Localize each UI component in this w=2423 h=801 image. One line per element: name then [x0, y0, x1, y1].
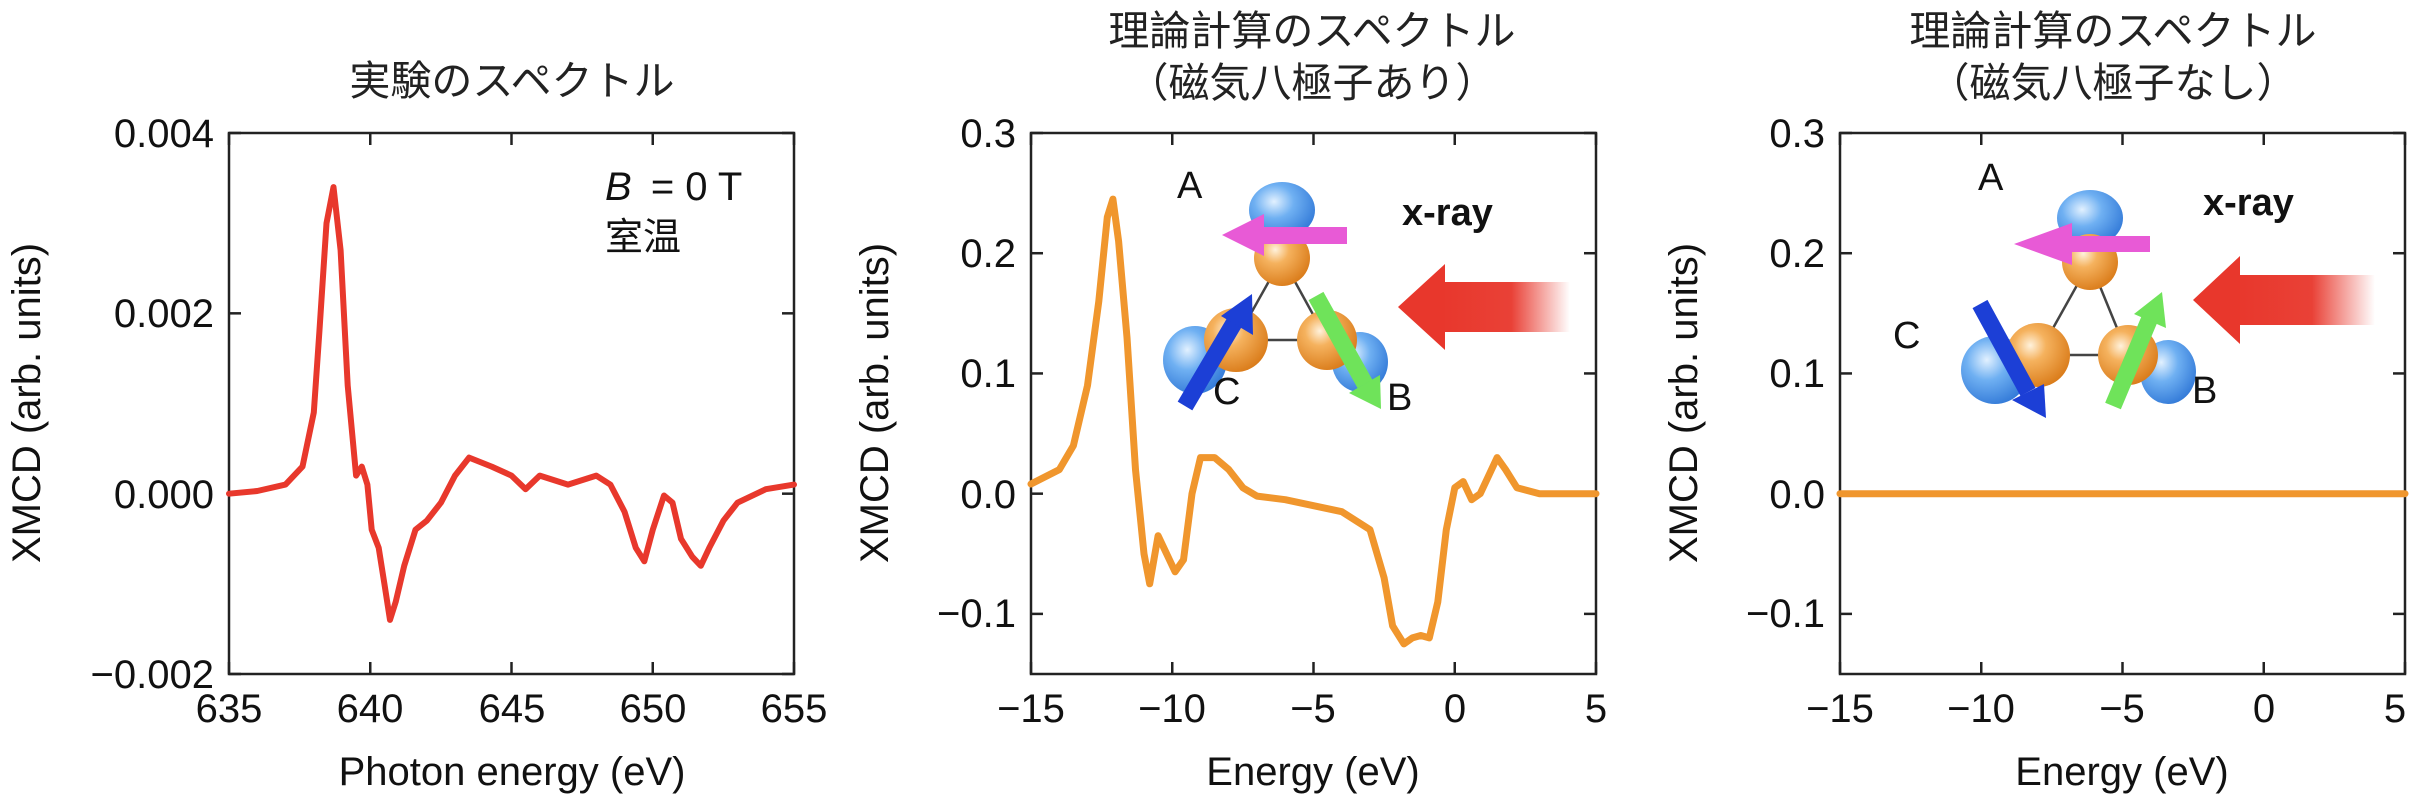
temperature-annotation: 室温 — [605, 215, 681, 259]
panel2-xtick-label-0: −15 — [997, 687, 1065, 731]
lobe-a-top — [1249, 182, 1315, 238]
panel2-xtick-label-2: −5 — [1290, 687, 1336, 731]
panel2-ytick-label-0: −0.1 — [937, 592, 1016, 636]
panel2-ytick-label-3: 0.2 — [960, 232, 1016, 276]
spin-arrow-icon — [1972, 299, 2046, 418]
panel2-title-line2: （磁気八極子あり） — [1128, 59, 1497, 107]
panel3-xtick-label-1: −10 — [1947, 687, 2015, 731]
spin-arrow-icon — [1308, 291, 1381, 409]
panel2-xtick-label-1: −10 — [1138, 687, 1206, 731]
panel2-ticks — [1029, 131, 1598, 674]
panel2-xlabel: Energy (eV) — [1206, 750, 1419, 794]
magnetic-octupole-cluster-icon: A B C x-ray — [1163, 165, 1570, 419]
label-a: A — [1177, 165, 1203, 207]
magnetic-octupole-cluster-icon: A B C x-ray — [1893, 157, 2375, 418]
panel1-series-line — [226, 184, 797, 623]
panel2-title-line1: 理論計算のスペクトル — [1108, 7, 1515, 55]
panel1-xtick-label-0: 635 — [196, 687, 263, 731]
spin-arrow-icon — [1222, 214, 1347, 256]
panel3-xlabel: Energy (eV) — [2015, 750, 2228, 794]
panel1-xlabel: Photon energy (eV) — [339, 750, 686, 794]
panel2-xtick-label-3: 0 — [1444, 687, 1466, 731]
spin-arrow-icon — [2105, 292, 2166, 410]
panel3-xtick-label-3: 0 — [2253, 687, 2275, 731]
panel2-ytick-label-4: 0.3 — [960, 112, 1016, 156]
panel1-xtick-label-1: 640 — [337, 687, 404, 731]
panel2-ytick-label-2: 0.1 — [960, 352, 1016, 396]
spin-arrow-icon — [2014, 223, 2150, 265]
field-annotation: B = 0 T — [605, 165, 742, 209]
label-b: B — [1387, 377, 1412, 419]
xray-arrow-icon — [1398, 264, 1570, 350]
label-c: C — [1893, 315, 1920, 357]
xray-label: x-ray — [1402, 192, 1493, 234]
lobe-a-top — [2057, 190, 2123, 246]
panel-theory-with-octupole: 理論計算のスペクトル （磁気八極子あり） −0.1 0.0 0.1 0.2 0.… — [853, 7, 1607, 794]
panel3-xtick-label-2: −5 — [2099, 687, 2145, 731]
panel1-ytick-label-3: 0.004 — [114, 112, 214, 156]
panel3-ytick-label-2: 0.1 — [1769, 352, 1825, 396]
panel2-ytick-label-1: 0.0 — [960, 473, 1016, 517]
panel3-title-line1: 理論計算のスペクトル — [1909, 7, 2316, 55]
panel1-ytick-label-0: −0.002 — [91, 653, 214, 697]
panel-theory-without-octupole: 理論計算のスペクトル （磁気八極子なし） −0.1 0.0 0.1 0.2 0.… — [1662, 7, 2409, 794]
panel2-series-line — [1027, 195, 1600, 648]
panel3-ytick-label-3: 0.2 — [1769, 232, 1825, 276]
panel1-ytick-label-1: 0.000 — [114, 473, 214, 517]
panel3-ytick-label-0: −0.1 — [1746, 592, 1825, 636]
panel3-ytick-label-1: 0.0 — [1769, 473, 1825, 517]
panel-experiment: 実験のスペクトル −0.002 0.000 0.002 0.004 635 64… — [5, 57, 827, 794]
panel1-xtick-label-4: 655 — [761, 687, 828, 731]
panel1-ylabel: XMCD (arb. units) — [5, 243, 49, 563]
panel1-ytick-label-2: 0.002 — [114, 292, 214, 336]
xray-label: x-ray — [2203, 182, 2294, 224]
panel2-ylabel: XMCD (arb. units) — [853, 243, 897, 563]
label-a: A — [1978, 157, 2004, 199]
spin-arrow-icon — [1177, 294, 1253, 411]
panel3-title-line2: （磁気八極子なし） — [1929, 59, 2298, 107]
panel3-xtick-label-0: −15 — [1806, 687, 1874, 731]
panel1-xtick-label-3: 650 — [620, 687, 687, 731]
panel3-ylabel: XMCD (arb. units) — [1662, 243, 1706, 563]
field-value: = 0 T — [651, 165, 743, 209]
panel3-ytick-label-4: 0.3 — [1769, 112, 1825, 156]
panel3-xtick-label-4: 5 — [2384, 687, 2406, 731]
field-symbol: B — [605, 165, 632, 209]
panel1-xtick-label-2: 645 — [479, 687, 546, 731]
label-b: B — [2192, 370, 2217, 412]
label-c: C — [1213, 371, 1240, 413]
xray-arrow-icon — [2193, 256, 2375, 344]
panel1-title: 実験のスペクトル — [349, 57, 674, 105]
panel2-xtick-label-4: 5 — [1585, 687, 1607, 731]
